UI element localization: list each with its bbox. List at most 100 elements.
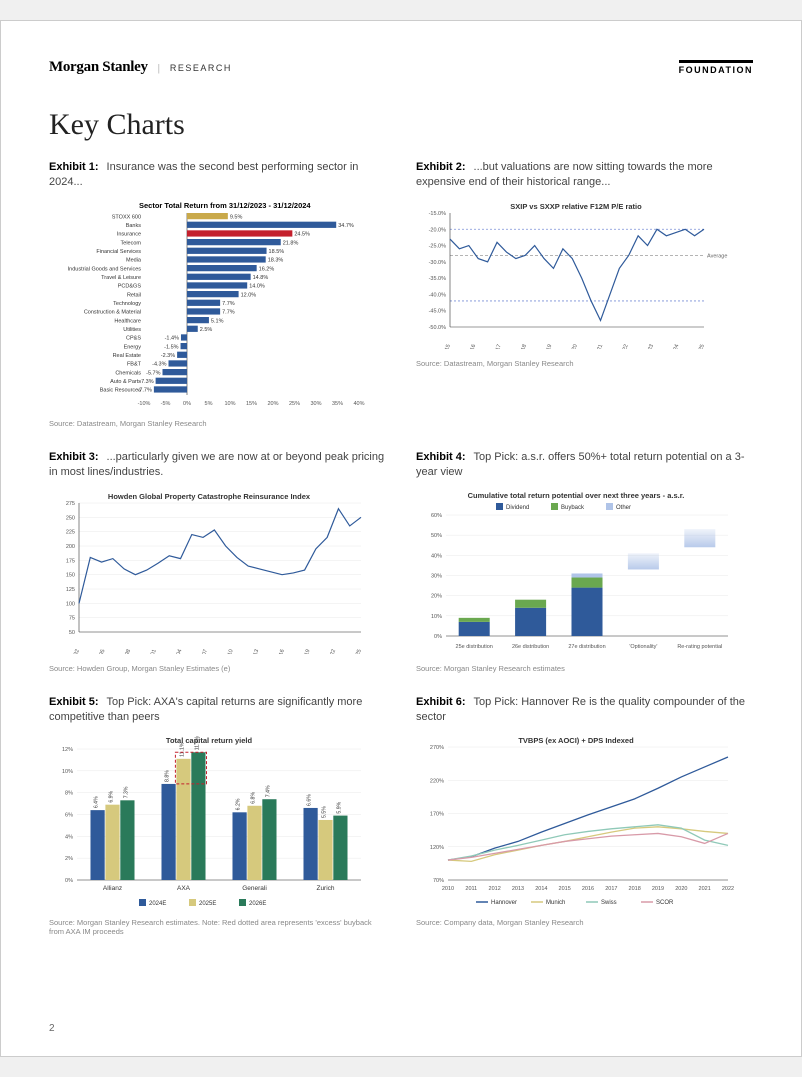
svg-text:Jan-23: Jan-23 <box>644 343 655 348</box>
svg-text:Utilities: Utilities <box>123 327 141 333</box>
svg-text:-30.0%: -30.0% <box>429 260 447 266</box>
svg-text:Swiss: Swiss <box>601 900 617 906</box>
svg-text:2014: 2014 <box>535 886 547 892</box>
svg-text:2026E: 2026E <box>249 901 266 907</box>
svg-text:9.5%: 9.5% <box>230 214 243 220</box>
svg-text:12.0%: 12.0% <box>241 292 257 298</box>
svg-text:Cumulative total return potent: Cumulative total return potential over n… <box>468 491 685 500</box>
svg-text:0%: 0% <box>65 878 73 884</box>
svg-text:-7.7%: -7.7% <box>138 387 152 393</box>
svg-text:2004: 2004 <box>174 648 184 653</box>
exhibit-5-chart: Total capital return yield0%2%4%6%8%10%1… <box>49 733 386 913</box>
svg-text:Jan-19: Jan-19 <box>542 343 553 348</box>
svg-text:Media: Media <box>126 257 142 263</box>
svg-text:2.5%: 2.5% <box>200 327 213 333</box>
exhibit-4-chart: Cumulative total return potential over n… <box>416 489 753 659</box>
svg-text:6%: 6% <box>65 813 73 819</box>
svg-text:-4.3%: -4.3% <box>152 361 166 367</box>
svg-text:1998: 1998 <box>122 648 132 653</box>
svg-text:2019: 2019 <box>302 648 312 653</box>
svg-text:-1.4%: -1.4% <box>165 335 179 341</box>
svg-text:Technology: Technology <box>113 301 141 307</box>
svg-text:2024E: 2024E <box>149 901 166 907</box>
svg-text:Telecom: Telecom <box>121 240 142 246</box>
svg-text:2007: 2007 <box>199 648 209 653</box>
svg-text:STOXX 600: STOXX 600 <box>112 214 141 220</box>
svg-text:60%: 60% <box>431 513 442 519</box>
exhibit-6: Exhibit 6:Top Pick: Hannover Re is the q… <box>416 695 753 937</box>
exhibit-2: Exhibit 2:...but valuations are now sitt… <box>416 160 753 428</box>
brand-block: Morgan Stanley | RESEARCH <box>49 59 232 76</box>
svg-text:2011: 2011 <box>465 886 477 892</box>
svg-text:'Optionality': 'Optionality' <box>629 644 657 650</box>
svg-text:Howden Global Property Catastr: Howden Global Property Catastrophe Reins… <box>108 492 311 501</box>
svg-text:50%: 50% <box>431 533 442 539</box>
svg-text:2%: 2% <box>65 857 73 863</box>
exhibit-5: Exhibit 5:Top Pick: AXA's capital return… <box>49 695 386 937</box>
svg-text:Travel & Leisure: Travel & Leisure <box>101 275 141 281</box>
svg-text:27e distribution: 27e distribution <box>568 644 605 650</box>
exhibit-4-source: Source: Morgan Stanley Research estimate… <box>416 664 753 673</box>
svg-text:2018: 2018 <box>629 886 641 892</box>
svg-text:Industrial Goods and Services: Industrial Goods and Services <box>68 266 142 272</box>
svg-text:Chemicals: Chemicals <box>115 370 141 376</box>
svg-text:0%: 0% <box>434 634 442 640</box>
svg-text:2012: 2012 <box>489 886 501 892</box>
exhibit-1-title: Exhibit 1:Insurance was the second best … <box>49 160 386 191</box>
svg-text:2017: 2017 <box>605 886 617 892</box>
svg-text:Jan-18: Jan-18 <box>517 343 528 348</box>
svg-text:-45.0%: -45.0% <box>429 308 447 314</box>
svg-text:-20.0%: -20.0% <box>429 227 447 233</box>
svg-text:SXIP vs SXXP relative F12M P/E: SXIP vs SXXP relative F12M P/E ratio <box>510 202 642 211</box>
svg-text:Construction & Material: Construction & Material <box>84 309 141 315</box>
svg-text:-5.7%: -5.7% <box>146 370 160 376</box>
svg-text:14.8%: 14.8% <box>253 275 269 281</box>
svg-text:Jan-21: Jan-21 <box>593 343 604 348</box>
svg-text:2015: 2015 <box>559 886 571 892</box>
svg-text:2010: 2010 <box>442 886 454 892</box>
svg-text:250: 250 <box>66 515 75 521</box>
svg-text:2010: 2010 <box>225 648 235 653</box>
svg-text:Average: Average <box>707 253 727 259</box>
svg-text:Dividend: Dividend <box>506 505 529 511</box>
svg-text:5.5%: 5.5% <box>322 806 328 818</box>
svg-text:2013: 2013 <box>251 648 261 653</box>
svg-text:Basic Resources: Basic Resources <box>100 387 142 393</box>
svg-text:6.6%: 6.6% <box>307 794 313 806</box>
svg-text:SCOR: SCOR <box>656 900 674 906</box>
svg-text:20%: 20% <box>431 593 442 599</box>
exhibit-3-chart: Howden Global Property Catastrophe Reins… <box>49 489 386 659</box>
svg-text:11.1%: 11.1% <box>180 742 186 757</box>
exhibit-6-chart: TVBPS (ex AOCI) + DPS Indexed70%120%170%… <box>416 733 753 913</box>
exhibit-1-label: Exhibit 1: <box>49 161 99 173</box>
svg-text:-25.0%: -25.0% <box>429 243 447 249</box>
svg-text:CP&S: CP&S <box>126 335 141 341</box>
svg-text:10%: 10% <box>224 401 235 407</box>
svg-text:Financial Services: Financial Services <box>96 249 141 255</box>
svg-text:Banks: Banks <box>126 223 142 229</box>
svg-text:8%: 8% <box>65 791 73 797</box>
svg-text:Generali: Generali <box>242 885 267 892</box>
exhibit-6-label: Exhibit 6: <box>416 696 466 708</box>
svg-text:Other: Other <box>616 505 631 511</box>
svg-text:5.1%: 5.1% <box>211 318 224 324</box>
svg-text:34.7%: 34.7% <box>338 223 354 229</box>
svg-text:2016: 2016 <box>276 648 286 653</box>
svg-text:Insurance: Insurance <box>117 231 141 237</box>
svg-text:-35.0%: -35.0% <box>429 276 447 282</box>
svg-text:Energy: Energy <box>124 344 142 350</box>
svg-text:270%: 270% <box>430 745 444 751</box>
svg-text:11.7%: 11.7% <box>194 736 200 751</box>
svg-text:Jan-20: Jan-20 <box>567 343 578 348</box>
brand-divider: | <box>158 62 160 74</box>
svg-text:175: 175 <box>66 558 75 564</box>
svg-text:Re-rating potential: Re-rating potential <box>677 644 722 650</box>
svg-text:5%: 5% <box>205 401 213 407</box>
foundation-label: FOUNDATION <box>679 60 753 75</box>
svg-text:Jan-24: Jan-24 <box>669 343 680 348</box>
svg-text:Zurich: Zurich <box>316 885 334 892</box>
svg-text:6.9%: 6.9% <box>109 791 115 803</box>
exhibit-2-source: Source: Datastream, Morgan Stanley Resea… <box>416 359 753 368</box>
svg-text:Real Estate: Real Estate <box>113 353 141 359</box>
svg-text:75: 75 <box>69 615 75 621</box>
